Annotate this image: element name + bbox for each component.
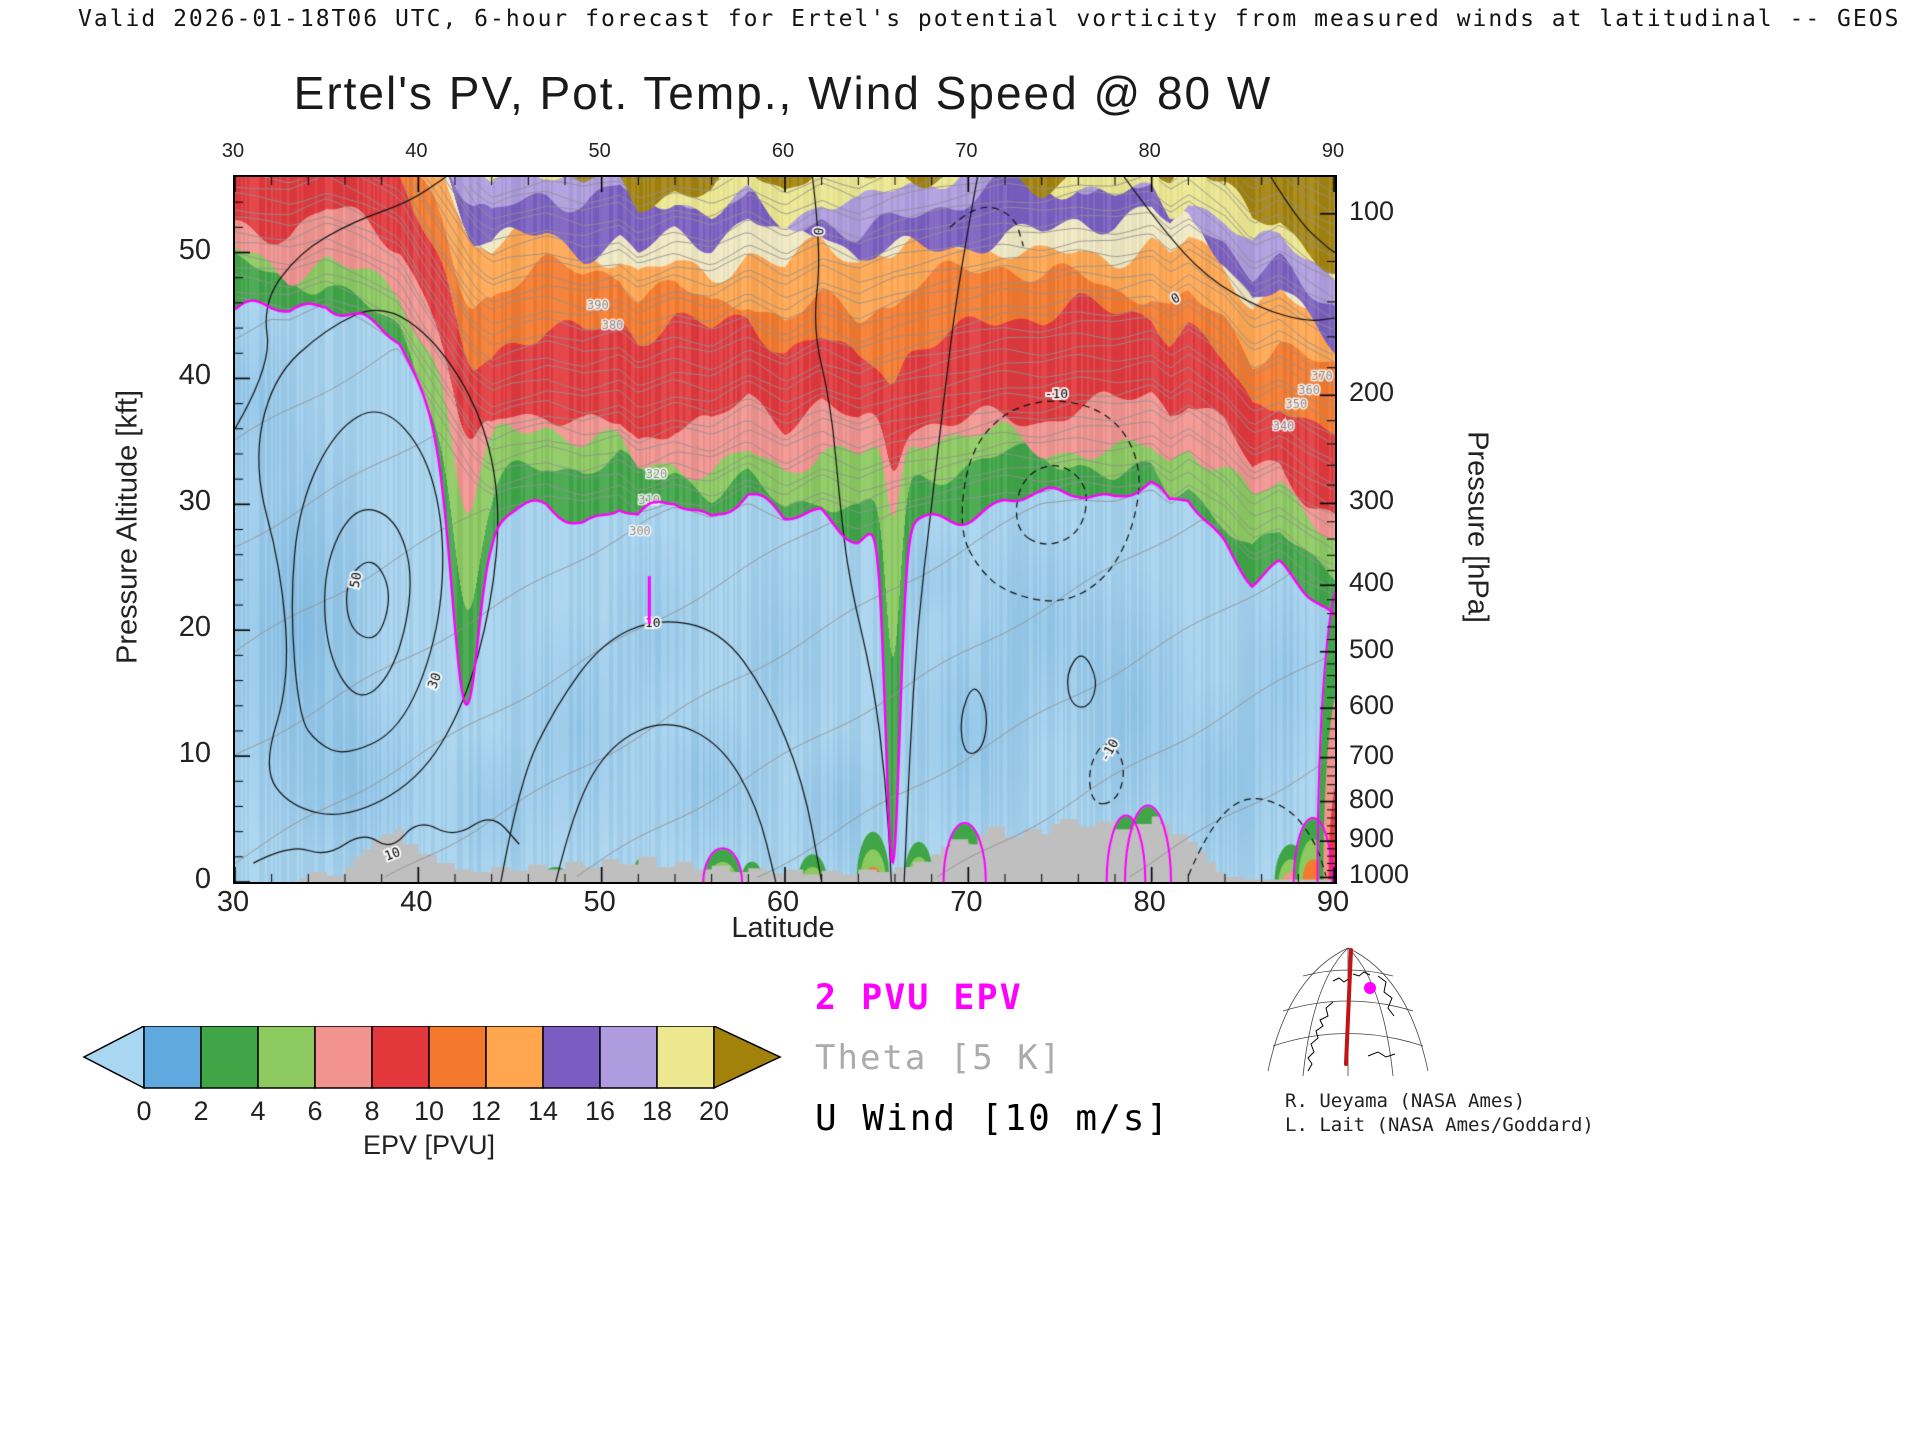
- y-right-tick-label: 100: [1349, 195, 1395, 226]
- y-left-tick-label: 0: [194, 863, 211, 895]
- x-top-tick-label: 40: [405, 140, 428, 162]
- cross-section-plot: [233, 175, 1337, 884]
- validity-header: Valid 2026-01-18T06 UTC, 6-hour forecast…: [78, 6, 1901, 32]
- y-right-tick-label: 400: [1349, 567, 1395, 598]
- x-tick-label: 30: [216, 886, 250, 918]
- x-tick-label: 80: [1133, 886, 1166, 918]
- colorbar: 0 2 4 6 8 10 12 14 16 18 20 EPV [PVU]: [78, 1024, 838, 1166]
- colorbar-cell: [257, 1025, 316, 1089]
- colorbar-cell: [542, 1025, 601, 1089]
- y-left-tick-label: 40: [178, 359, 211, 392]
- y-left-tick-label: 20: [178, 611, 211, 644]
- x-top-tick-label: 50: [588, 140, 611, 162]
- y-right-tick-label: 500: [1349, 633, 1395, 664]
- colorbar-cell: [428, 1025, 487, 1089]
- colorbar-cell: [200, 1025, 259, 1089]
- y-left-tick-label: 10: [178, 737, 211, 770]
- colorbar-cell: [314, 1025, 373, 1089]
- y-right-tick-label: 200: [1349, 377, 1395, 408]
- colorbar-tick-label: 10: [414, 1096, 444, 1126]
- x-top-tick-label: 70: [955, 140, 978, 162]
- y-right-axis-title: Pressure [hPa]: [1461, 431, 1494, 623]
- colorbar-tick-label: 8: [364, 1096, 379, 1126]
- location-marker: [1364, 982, 1376, 994]
- x-tick-label: 90: [1316, 886, 1350, 918]
- x-tick-label: 40: [400, 886, 433, 918]
- y-left-axis-title: Pressure Altitude [kft]: [111, 389, 144, 665]
- cross-section-line: [1344, 948, 1353, 1066]
- epv-heatmap-canvas: [235, 177, 1335, 882]
- x-top-tick-label: 90: [1321, 140, 1345, 162]
- y-right-tick-label: 900: [1349, 823, 1395, 854]
- y-right-tick-label: 300: [1349, 485, 1395, 516]
- colorbar-tick-label: 20: [699, 1096, 729, 1126]
- colorbar-cell: [656, 1025, 715, 1089]
- credit-line-1: R. Ueyama (NASA Ames): [1285, 1090, 1526, 1112]
- y-right-tick-label: 1000: [1349, 859, 1410, 890]
- x-tick-label: 60: [766, 886, 800, 918]
- map-coastlines: [1307, 971, 1396, 1072]
- legend-theta: Theta [5 K]: [815, 1038, 1063, 1078]
- colorbar-cell: [599, 1025, 658, 1089]
- x-axis-title: Latitude: [731, 912, 835, 944]
- colorbar-cell: [371, 1025, 430, 1089]
- colorbar-tick-label: 4: [250, 1096, 265, 1126]
- colorbar-tick-label: 14: [528, 1096, 558, 1126]
- y-left-tick-label: 50: [178, 233, 211, 266]
- colorbar-tick-label: 16: [585, 1096, 615, 1126]
- colorbar-tick-label: 18: [642, 1096, 672, 1126]
- colorbar-cell: [143, 1025, 202, 1089]
- colorbar-cell: [485, 1025, 544, 1089]
- legend-u-wind: U Wind [10 m/s]: [815, 1098, 1171, 1139]
- colorbar-svg: 0 2 4 6 8 10 12 14 16 18 20 EPV [PVU]: [82, 1024, 782, 1160]
- y-right-tick-label: 700: [1349, 739, 1395, 770]
- plot-title: Ertel's PV, Pot. Temp., Wind Speed @ 80 …: [293, 67, 1273, 119]
- y-right-tick-label: 800: [1349, 783, 1395, 814]
- colorbar-tick-label: 2: [193, 1096, 208, 1126]
- x-tick-label: 70: [950, 886, 983, 918]
- x-tick-label: 50: [583, 886, 616, 918]
- plot-legend: 2 PVU EPV Theta [5 K] U Wind [10 m/s]: [815, 978, 1170, 1159]
- map-inset: [1267, 947, 1429, 1077]
- colorbar-tick-label: 6: [307, 1096, 322, 1126]
- colorbar-overflow-arrow: [713, 1024, 782, 1090]
- legend-2pvu-epv: 2 PVU EPV: [815, 978, 1023, 1018]
- credit-line-2: L. Lait (NASA Ames/Goddard): [1285, 1114, 1594, 1136]
- colorbar-underflow-arrow: [82, 1024, 145, 1090]
- colorbar-tick-label: 12: [471, 1096, 501, 1126]
- y-left-tick-label: 30: [178, 485, 211, 518]
- x-top-tick-label: 30: [221, 140, 245, 162]
- x-top-tick-label: 80: [1138, 140, 1161, 162]
- x-top-tick-label: 60: [771, 140, 795, 162]
- colorbar-title: EPV [PVU]: [363, 1130, 495, 1160]
- y-right-tick-label: 600: [1349, 690, 1395, 721]
- colorbar-tick-label: 0: [136, 1096, 151, 1126]
